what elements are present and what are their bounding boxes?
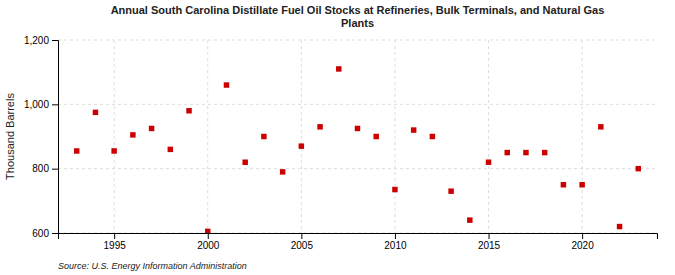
y-tick-mark <box>52 40 58 41</box>
point <box>373 134 378 139</box>
point <box>505 150 510 155</box>
grid <box>58 40 657 233</box>
x-tick: 2010 <box>384 233 407 251</box>
x-tick: 2000 <box>197 233 220 251</box>
point <box>617 224 622 229</box>
grid-line-x <box>394 40 395 233</box>
points <box>74 66 641 233</box>
x-tick: 2020 <box>572 233 595 251</box>
point <box>242 159 247 164</box>
grid-line-y <box>58 40 657 41</box>
point <box>392 187 397 192</box>
point <box>224 82 229 87</box>
y-tick-mark <box>52 104 58 105</box>
x-tick-mark <box>114 233 115 239</box>
point <box>149 126 154 131</box>
point <box>299 143 304 148</box>
point <box>523 150 528 155</box>
point <box>430 134 435 139</box>
x-tick-label: 1995 <box>104 240 127 251</box>
point <box>467 217 472 222</box>
x-tick-label: 2005 <box>291 240 314 251</box>
grid-line-x <box>114 40 115 233</box>
y-tick-mark <box>52 169 58 170</box>
point <box>186 108 191 113</box>
x-tick-mark <box>489 233 490 239</box>
point <box>561 182 566 187</box>
point <box>168 147 173 152</box>
x-tick-mark <box>301 233 302 239</box>
title-line: Annual South Carolina Distillate Fuel Oi… <box>111 4 605 16</box>
y-tick: 600 <box>32 228 58 239</box>
x-tick-mark <box>582 233 583 239</box>
point <box>261 134 266 139</box>
title-line: Plants <box>341 17 374 29</box>
point <box>579 182 584 187</box>
x-axis-line <box>59 234 658 240</box>
grid-line-x <box>301 40 302 233</box>
x-tick: 2005 <box>291 233 314 251</box>
title: Annual South Carolina Distillate Fuel Oi… <box>111 4 605 29</box>
point <box>486 159 491 164</box>
grid-line-x <box>488 40 489 233</box>
x-tick: 2015 <box>478 233 501 251</box>
point <box>598 124 603 129</box>
point <box>448 188 453 193</box>
point <box>280 169 285 174</box>
y-axis: 600 800 1,000 1,200 <box>24 35 59 239</box>
y-axis-title: Thousand Barrels <box>4 93 16 180</box>
y-axis-line <box>52 41 59 234</box>
grid-line-y <box>58 104 657 105</box>
source: Source: U.S. Energy Information Administ… <box>58 261 247 271</box>
x-axis: 1995 2000 2005 2010 2015 2020 <box>59 233 658 251</box>
plot-area: 1995 2000 2005 2010 2015 2020 600 800 1,000 1,200 <box>24 35 658 251</box>
point <box>205 229 210 233</box>
x-tick-label: 2020 <box>572 240 595 251</box>
x-tick-mark <box>395 233 396 239</box>
y-tick-label: 600 <box>32 228 49 239</box>
x-tick-label: 2000 <box>197 240 220 251</box>
point <box>636 166 641 171</box>
x-tick-label: 2010 <box>384 240 407 251</box>
point <box>411 127 416 132</box>
point <box>74 148 79 153</box>
point <box>317 124 322 129</box>
chart: 1995 2000 2005 2010 2015 2020 600 800 1,000 1,200… <box>0 0 675 275</box>
point <box>542 150 547 155</box>
y-tick-label: 800 <box>32 163 49 174</box>
grid-line-x <box>207 40 208 233</box>
grid-line-x <box>582 40 583 233</box>
y-tick: 800 <box>32 163 58 174</box>
point <box>93 110 98 115</box>
x-tick-label: 2015 <box>478 240 501 251</box>
point <box>111 148 116 153</box>
point <box>355 126 360 131</box>
point <box>130 132 135 137</box>
point <box>336 66 341 71</box>
y-tick-label: 1,200 <box>24 35 49 46</box>
y-tick: 1,000 <box>24 99 58 110</box>
y-tick: 1,200 <box>24 35 58 46</box>
x-tick: 1995 <box>104 233 127 251</box>
y-tick-label: 1,000 <box>24 99 49 110</box>
x-tick-mark <box>208 233 209 239</box>
y-tick-mark <box>52 233 58 234</box>
grid-line-y <box>58 168 657 169</box>
